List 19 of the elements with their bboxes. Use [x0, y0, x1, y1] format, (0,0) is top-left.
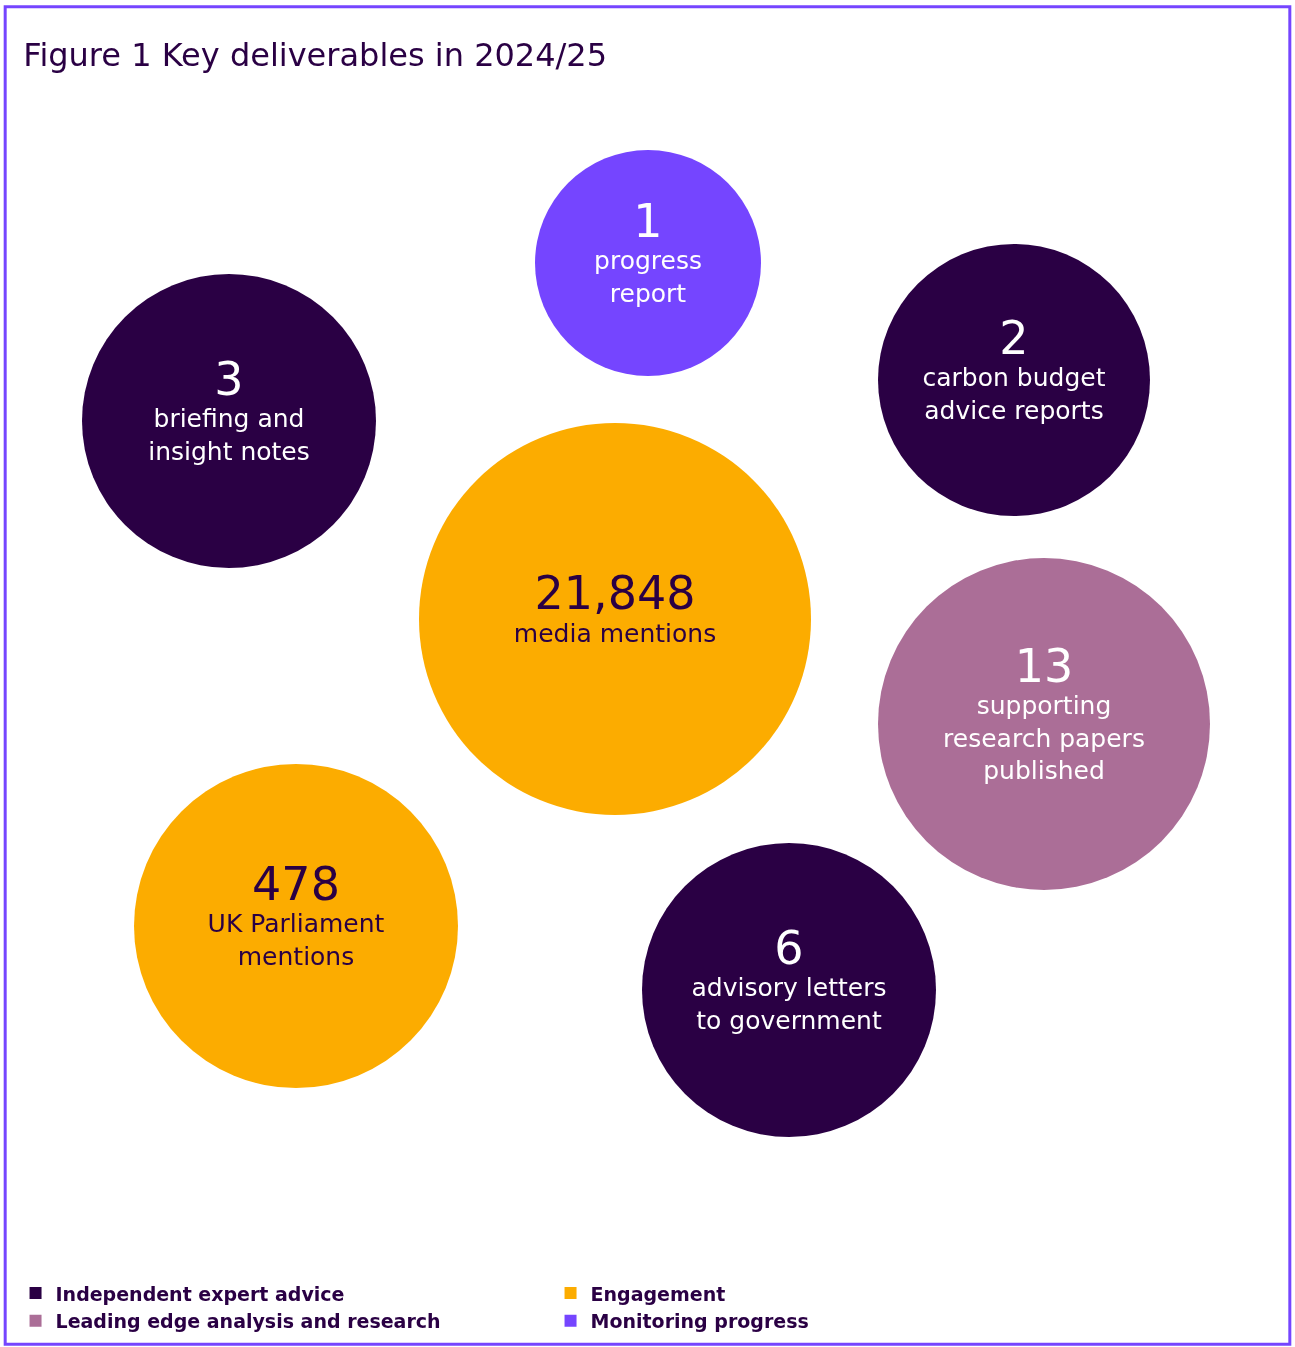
- category-label: supporting research papers published: [943, 691, 1145, 785]
- category-label: advisory letters to government: [691, 973, 887, 1035]
- data-label: 21,848: [534, 566, 696, 620]
- data-label: 6: [774, 920, 804, 975]
- category-label: UK Parliament mentions: [207, 909, 385, 971]
- legend-label: Monitoring progress: [590, 1310, 809, 1333]
- data-label: 3: [214, 351, 244, 406]
- category-label: media mentions: [513, 618, 717, 648]
- data-label: 1: [633, 193, 663, 248]
- data-label: 2: [999, 310, 1029, 365]
- category-label: carbon budget advice reports: [922, 363, 1106, 425]
- category-label: progress report: [594, 246, 702, 308]
- legend-label: Independent expert advice: [55, 1282, 345, 1305]
- legend-label: Engagement: [590, 1282, 726, 1305]
- legend-label: Leading edge analysis and research: [55, 1310, 441, 1333]
- category-label: briefing and insight notes: [148, 404, 310, 466]
- data-label: 13: [1014, 638, 1074, 693]
- data-label: 478: [252, 856, 340, 911]
- text: Figure 1 Key deliverables in 2024/25: [23, 35, 608, 74]
